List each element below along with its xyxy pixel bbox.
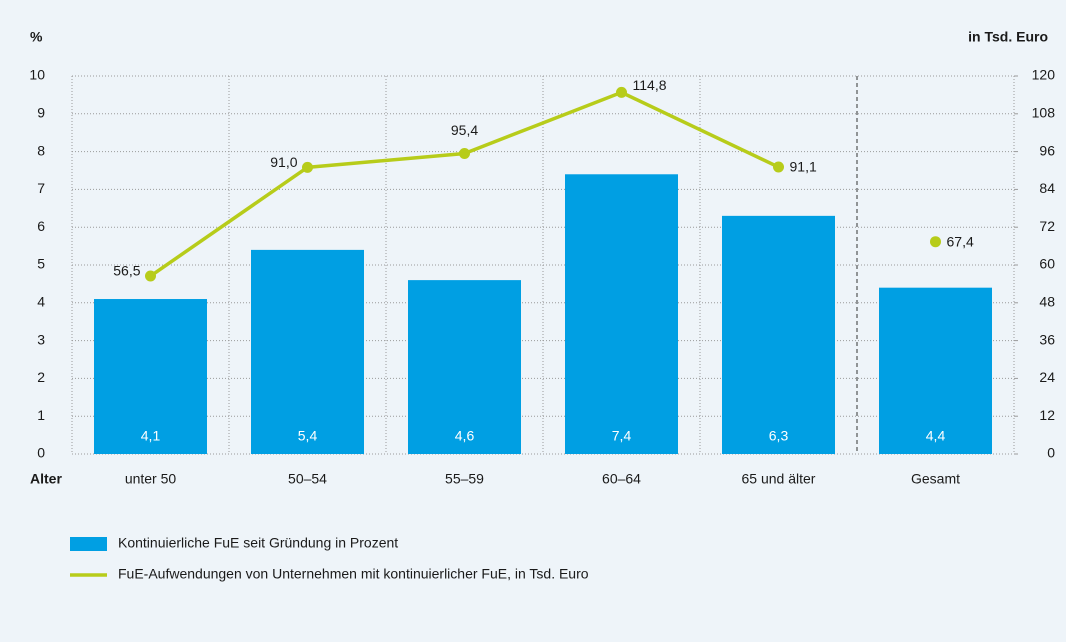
bar-value-label: 4,6 bbox=[455, 428, 475, 444]
y-tick-label: 6 bbox=[37, 218, 45, 234]
y2-tick-label: 0 bbox=[1047, 445, 1055, 461]
y-tick-label: 4 bbox=[37, 294, 45, 310]
line-point bbox=[302, 161, 313, 173]
y-tick-label: 8 bbox=[37, 142, 45, 158]
legend-label: FuE-Aufwendungen von Unternehmen mit kon… bbox=[118, 566, 589, 582]
y-tick-label: 9 bbox=[37, 105, 45, 121]
x-tick-label: Gesamt bbox=[911, 471, 960, 487]
y-tick-label: 2 bbox=[37, 369, 45, 385]
y2-axis-label: in Tsd. Euro bbox=[968, 29, 1048, 45]
line-point bbox=[616, 86, 627, 98]
x-tick-label: 50–54 bbox=[288, 471, 327, 487]
x-tick-label: unter 50 bbox=[125, 471, 177, 487]
line-point bbox=[145, 270, 156, 282]
y2-tick-label: 96 bbox=[1039, 142, 1055, 158]
bar bbox=[94, 299, 207, 454]
bar-value-label: 4,4 bbox=[926, 428, 946, 444]
y2-tick-label: 48 bbox=[1039, 294, 1055, 310]
line-value-label: 95,4 bbox=[451, 122, 478, 138]
bar-value-label: 7,4 bbox=[612, 428, 632, 444]
y-tick-label: 5 bbox=[37, 256, 45, 272]
y2-tick-label: 84 bbox=[1039, 180, 1055, 196]
bar bbox=[408, 280, 521, 454]
line-value-label: 56,5 bbox=[113, 263, 140, 279]
y-tick-label: 0 bbox=[37, 445, 45, 461]
y2-tick-label: 120 bbox=[1032, 67, 1056, 83]
y2-tick-label: 72 bbox=[1039, 218, 1055, 234]
line-value-label: 67,4 bbox=[947, 233, 974, 249]
bar bbox=[565, 174, 678, 454]
y-tick-label: 10 bbox=[29, 67, 45, 83]
bar-value-label: 4,1 bbox=[141, 428, 161, 444]
legend-label: Kontinuierliche FuE seit Gründung in Pro… bbox=[118, 535, 398, 551]
line-value-label: 114,8 bbox=[633, 77, 667, 93]
y2-tick-label: 108 bbox=[1032, 105, 1056, 121]
x-tick-label: 60–64 bbox=[602, 471, 641, 487]
y-tick-label: 7 bbox=[37, 180, 45, 196]
x-tick-label: 55–59 bbox=[445, 471, 484, 487]
line-point bbox=[459, 147, 470, 159]
line-value-label: 91,0 bbox=[270, 154, 297, 170]
x-axis-label: Alter bbox=[30, 471, 62, 487]
bar bbox=[879, 287, 992, 454]
bar-value-label: 5,4 bbox=[298, 428, 318, 444]
x-tick-label: 65 und älter bbox=[742, 471, 816, 487]
bar bbox=[722, 215, 835, 454]
bar bbox=[251, 249, 364, 454]
y-axis-label: % bbox=[30, 29, 43, 45]
y-tick-label: 1 bbox=[37, 407, 45, 423]
y-tick-label: 3 bbox=[37, 331, 45, 347]
bar-value-label: 6,3 bbox=[769, 428, 789, 444]
y2-tick-label: 12 bbox=[1039, 407, 1055, 423]
y2-tick-label: 60 bbox=[1039, 256, 1055, 272]
y2-tick-label: 24 bbox=[1039, 369, 1055, 385]
line-point bbox=[773, 161, 784, 173]
legend-swatch bbox=[70, 537, 107, 551]
line-point bbox=[930, 236, 941, 248]
line-value-label: 91,1 bbox=[790, 159, 817, 175]
y2-tick-label: 36 bbox=[1039, 331, 1055, 347]
